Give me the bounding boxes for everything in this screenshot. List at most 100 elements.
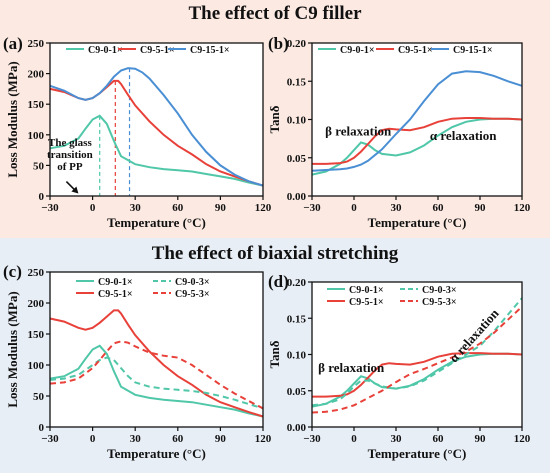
x-tick-label: 90: [475, 202, 487, 214]
y-tick-label: 0.00: [287, 422, 307, 434]
annotation-text: of PP: [57, 161, 83, 173]
y-tick-label: 0: [39, 422, 45, 434]
panel-label: (c): [3, 262, 22, 281]
y-tick-label: 0.20: [287, 38, 307, 50]
axes-frame: [49, 271, 264, 428]
series-line-C9-5-1×: [49, 309, 264, 418]
series-line-C9-0-3×: [49, 356, 264, 410]
x-tick-label: 30: [391, 433, 403, 445]
panel-label: (a): [3, 34, 23, 53]
x-tick-label: 0: [351, 433, 357, 445]
annotation-text: α relaxation: [430, 128, 497, 143]
x-tick-label: 30: [391, 202, 403, 214]
legend-label: C9-15-1×: [190, 45, 230, 56]
y-tick-label: 0.00: [287, 191, 307, 203]
x-axis-label: Temperature (°C): [368, 215, 467, 230]
y-tick-label: 50: [33, 160, 45, 172]
series-line-C9-0-1×: [49, 344, 264, 418]
x-tick-label: 30: [130, 202, 142, 214]
x-axis-label: Temperature (°C): [107, 215, 206, 230]
legend-label: C9-0-1×: [340, 45, 375, 56]
x-tick-label: 0: [90, 433, 96, 445]
chart-panel-a: (a)−30 0 30 60 90 120050100150200250Temperatu…: [3, 34, 272, 230]
y-tick-label: 0.15: [287, 76, 307, 88]
x-tick-label: 60: [172, 433, 184, 445]
x-tick-label: 90: [475, 433, 487, 445]
y-tick-label: 0.05: [287, 153, 307, 165]
annotation-text: β relaxation: [318, 360, 385, 375]
y-axis-label: Tanδ: [267, 340, 282, 368]
y-axis-label: Loss Modulus (MPa): [5, 61, 20, 177]
x-tick-label: −30: [41, 202, 59, 214]
y-tick-label: 0.20: [287, 277, 307, 289]
legend-label: C9-5-3×: [422, 297, 457, 308]
panel-label: (b): [268, 34, 289, 53]
annotation-text: transition: [47, 149, 93, 161]
x-tick-label: −30: [41, 433, 59, 445]
x-tick-label: 0: [90, 202, 96, 214]
legend-label: C9-0-3×: [422, 285, 457, 296]
legend-label: C9-0-3×: [175, 277, 210, 288]
x-tick-label: 60: [433, 202, 445, 214]
y-tick-label: 0.15: [287, 313, 307, 325]
x-tick-label: 90: [215, 202, 227, 214]
y-tick-label: 200: [28, 298, 45, 310]
legend-label: C9-0-1×: [349, 285, 384, 296]
legend-label: C9-5-1×: [98, 289, 133, 300]
x-tick-label: 120: [514, 202, 531, 214]
legend-label: C9-5-1×: [349, 297, 384, 308]
chart-panel-b: (b) −30 0 30 60 90 120 0.00 0.05 0.10 0.15 0.20 Temp…: [267, 34, 531, 230]
x-axis-label: Temperature (°C): [368, 446, 467, 461]
x-axis-label: Temperature (°C): [107, 446, 206, 461]
y-tick-label: 0.10: [287, 115, 307, 127]
series-line-C9-5-1×: [312, 117, 523, 165]
y-tick-label: 100: [28, 360, 45, 372]
y-tick-label: 0.10: [287, 350, 307, 362]
series-line-C9-5-3×: [311, 305, 523, 414]
legend-label: C9-5-3×: [175, 289, 210, 300]
x-tick-label: −30: [303, 202, 321, 214]
series-line-C9-5-1×: [312, 352, 523, 398]
legend-label: C9-0-1×: [98, 277, 133, 288]
y-tick-label: 100: [28, 130, 45, 142]
y-tick-label: 50: [33, 391, 45, 403]
series-line-C9-5-3×: [49, 340, 264, 410]
x-tick-label: 120: [514, 433, 531, 445]
y-axis-label: Loss Modulus (MPa): [5, 291, 20, 407]
legend-label: C9-15-1×: [453, 45, 493, 56]
x-tick-label: 60: [172, 202, 184, 214]
x-tick-label: −30: [303, 433, 321, 445]
series-line-C9-0-1×: [49, 114, 264, 187]
annotation-text: β relaxation: [325, 124, 392, 139]
y-tick-label: 200: [28, 69, 45, 81]
section-title-c9-filler: The effect of C9 filler: [188, 3, 362, 24]
plot-area: [50, 272, 263, 427]
x-tick-label: 30: [130, 433, 142, 445]
y-axis-label: Tanδ: [267, 105, 282, 133]
y-tick-label: 250: [28, 267, 45, 279]
series-line-C9-15-1×: [49, 67, 264, 187]
x-tick-label: 120: [255, 202, 272, 214]
axes-frame: [49, 42, 264, 197]
annotation-text: The glass: [48, 137, 92, 149]
panel-label: (d): [268, 272, 289, 291]
series-line-C9-15-1×: [311, 70, 523, 172]
chart-panel-c: (c)−30 0 30 60 90 120050100150200250Temperatu…: [3, 262, 272, 461]
y-tick-label: 150: [28, 329, 45, 341]
y-tick-label: 0: [39, 191, 45, 203]
x-tick-label: 60: [433, 433, 445, 445]
section-title-biaxial-stretching: The effect of biaxial stretching: [151, 243, 399, 264]
legend-label: C9-5-1×: [398, 45, 433, 56]
y-tick-label: 150: [28, 99, 45, 111]
x-tick-label: 90: [215, 433, 227, 445]
series-line-C9-0-1×: [311, 117, 523, 176]
legend-label: C9-5-1×: [140, 45, 175, 56]
x-tick-label: 0: [351, 202, 357, 214]
series-line-C9-0-3×: [311, 297, 523, 407]
legend-label: C9-0-1×: [88, 45, 123, 56]
y-tick-label: 0.05: [287, 386, 307, 398]
chart-panel-d: (d) −30 0 30 60 90 120 0.00 0.05 0.10 0.15 0.20 Temp…: [267, 272, 531, 461]
y-tick-label: 250: [28, 38, 45, 50]
annotation-arrowhead: [71, 186, 79, 194]
